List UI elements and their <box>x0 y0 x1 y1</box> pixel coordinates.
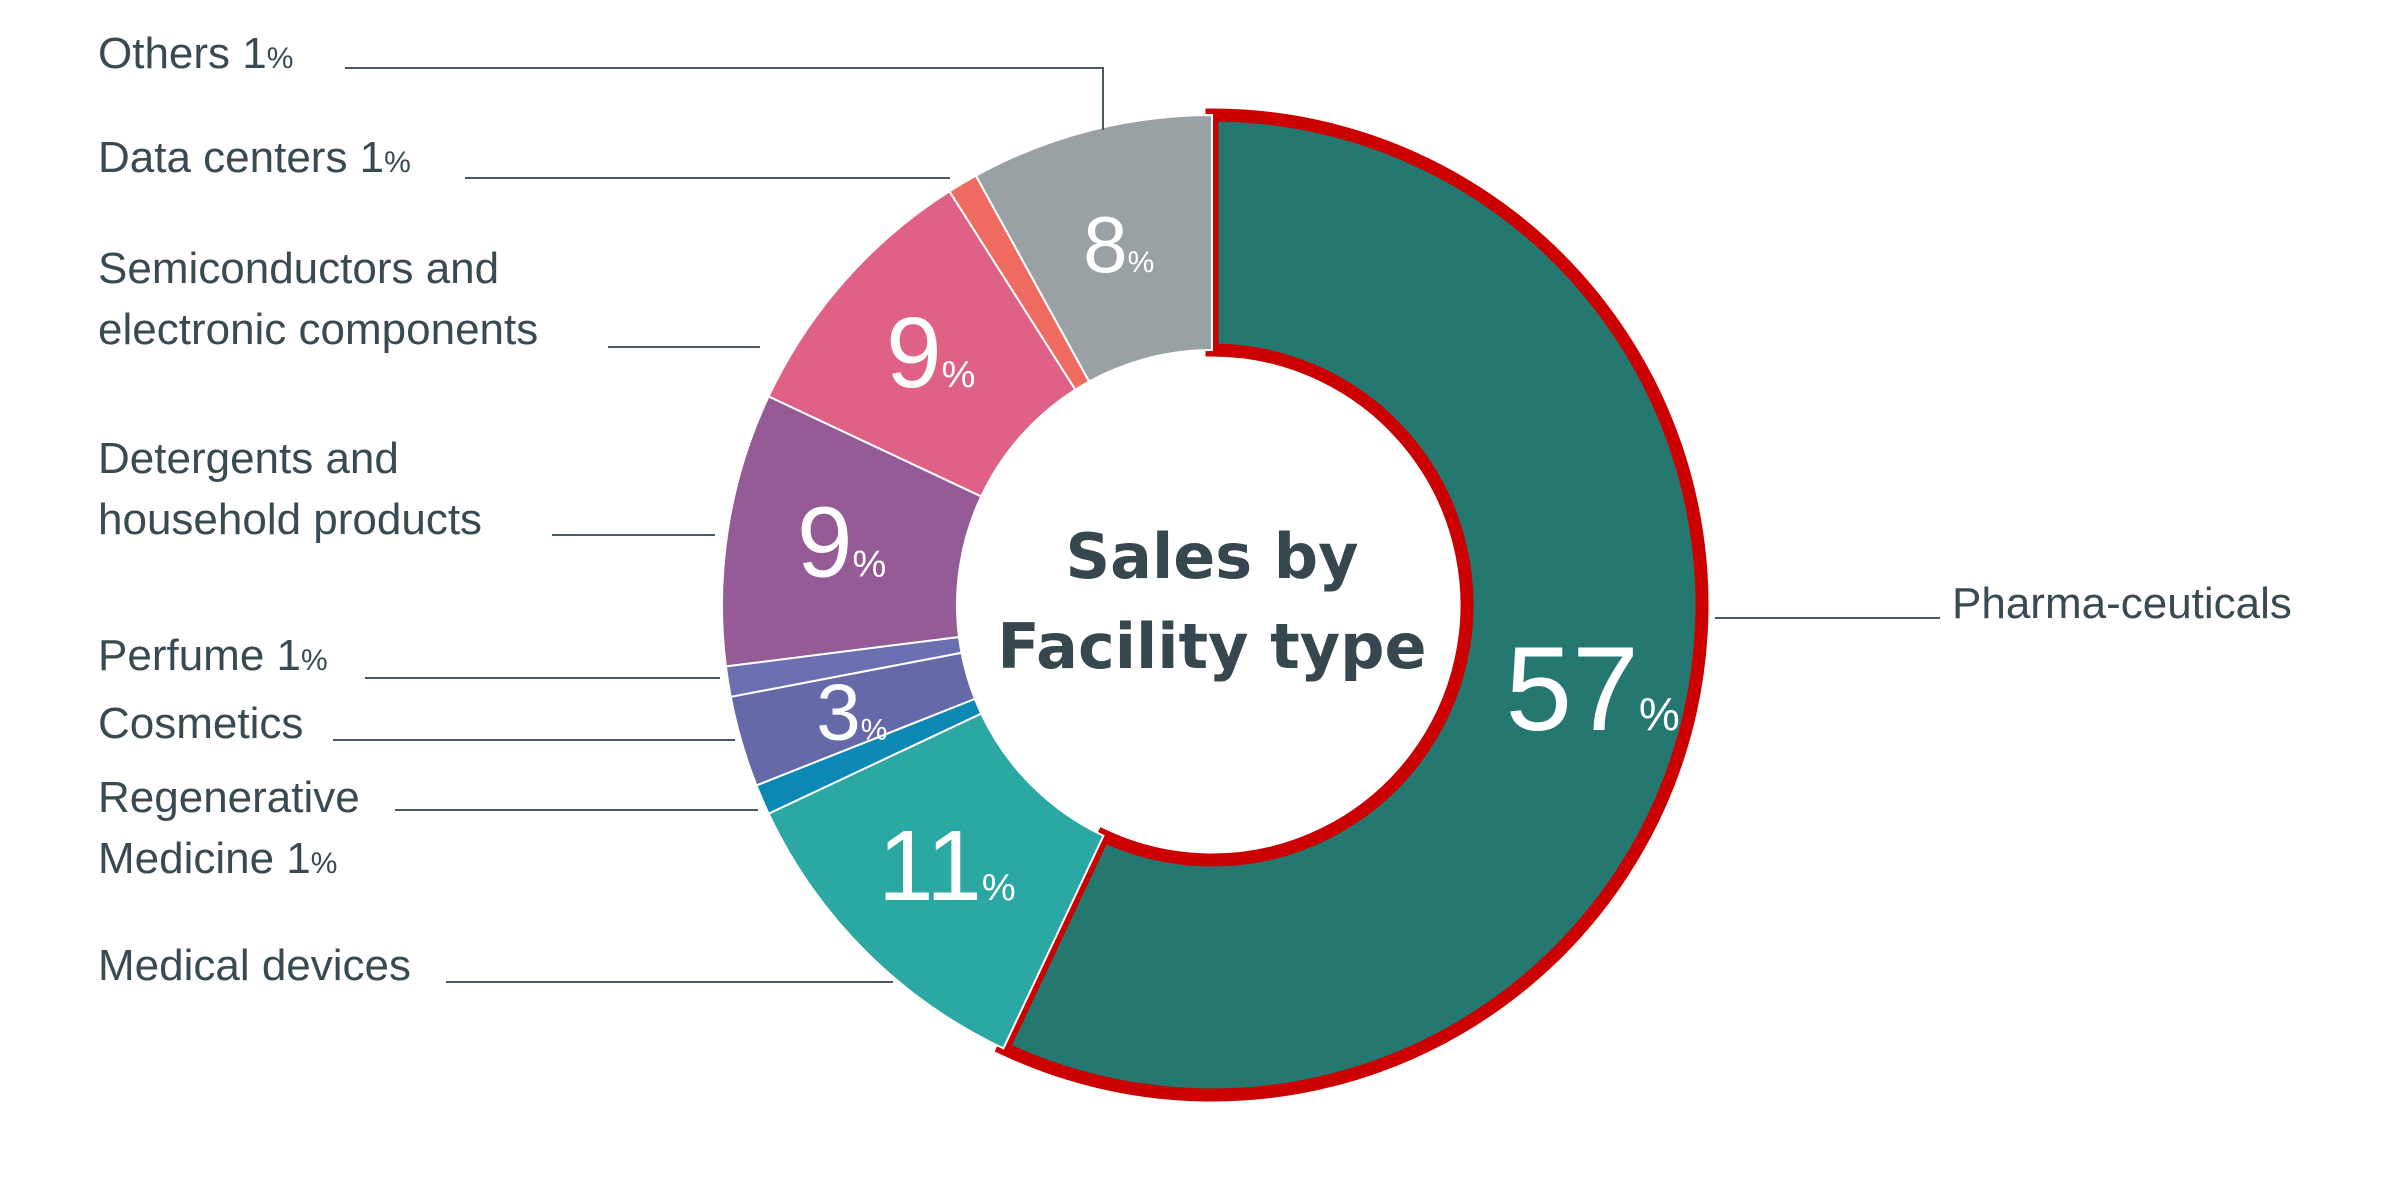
value-label-pharma-ceuticals: 57% <box>1505 622 1679 756</box>
leader-line-others <box>345 67 1104 130</box>
category-label-others: Others 1% <box>98 29 293 78</box>
slice-highlight-outline <box>994 108 1709 1102</box>
slice-detergents-and-household-products <box>721 395 983 668</box>
chart-title-line-2: Facility type <box>997 610 1426 683</box>
category-label-semiconductors-and-electronic-components: Semiconductors and electronic components <box>98 244 538 354</box>
value-label-cosmetics: 3% <box>816 668 887 757</box>
value-label-others: 8% <box>1083 200 1154 289</box>
category-label-pharma-ceuticals: Pharma-ceuticals <box>1952 579 2292 628</box>
slice-medical-devices <box>767 712 1105 1050</box>
value-label-medical-devices: 11% <box>878 810 1016 922</box>
chart-title-line-1: Sales by <box>1065 520 1358 593</box>
category-label-cosmetics: Cosmetics <box>98 699 303 748</box>
slice-others <box>974 113 1213 383</box>
value-label-semiconductors-and-electronic-components: 9% <box>886 297 975 409</box>
category-label-perfume: Perfume 1% <box>98 631 328 680</box>
category-label-medical-devices: Medical devices <box>98 941 411 990</box>
donut-slices <box>721 108 1709 1102</box>
category-label-data-centers: Data centers 1% <box>98 133 411 182</box>
value-label-detergents-and-household-products: 9% <box>797 486 886 598</box>
category-label-detergents-and-household-products: Detergents and household products <box>98 434 482 544</box>
category-label-regenerative-medicine: Regenerative Medicine 1% <box>98 773 360 883</box>
slice-value-labels: 57% 11% 3% 9%9% 8% <box>797 200 1680 922</box>
slice-semiconductors-and-electronic-components <box>767 189 1077 498</box>
category-labels: Pharma-ceuticals Medical devices Regenerat… <box>98 29 2292 990</box>
leader-lines <box>333 67 1940 983</box>
